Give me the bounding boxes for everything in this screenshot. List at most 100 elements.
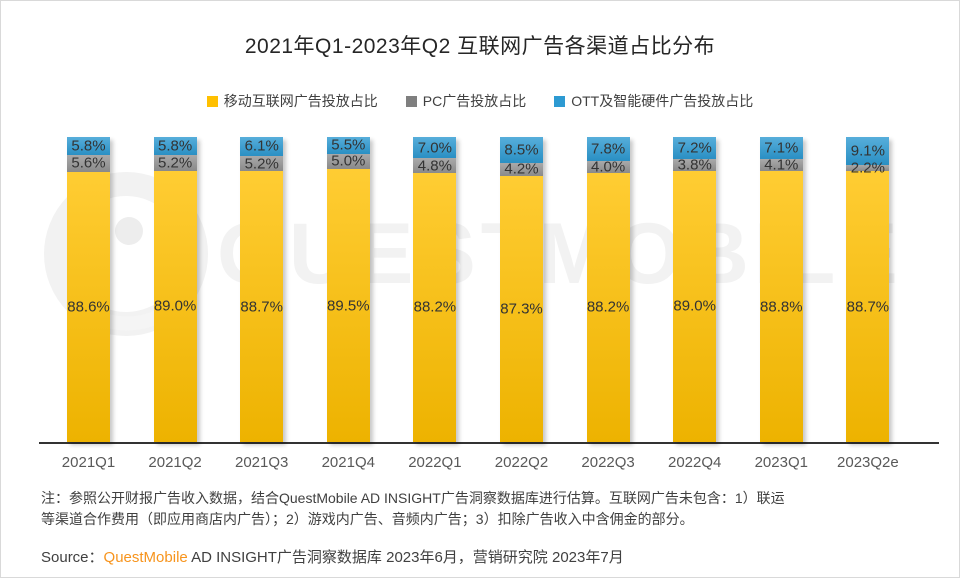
bar-value-label: 7.0% [417, 139, 452, 157]
bar-segment-2022Q1-series-1: 4.8% [413, 157, 457, 175]
bar-2022Q4: 7.2% 3.8% 89.0% [673, 137, 717, 442]
x-axis-label-2023Q1: 2023Q1 [754, 454, 808, 471]
bar-value-label: 5.5% [331, 136, 366, 154]
bar-2021Q3: 6.1% 5.2% 88.7% [240, 137, 284, 442]
bar-value-label: 4.0% [590, 158, 626, 176]
bar-segment-2022Q3-series-2: 7.8% [586, 137, 630, 161]
bar-segment-2022Q4-series-0: 89.0% [673, 170, 717, 442]
bar-segment-2021Q4-series-0: 89.5% [326, 169, 370, 442]
bar-2022Q2: 8.5% 4.2% 87.3% [500, 137, 543, 442]
bar-value-label: 89.0% [153, 297, 197, 315]
x-axis-label-2022Q1: 2022Q1 [408, 454, 462, 471]
bar-segment-2021Q1-series-2: 5.8% [67, 137, 110, 155]
x-axis-label-2021Q3: 2021Q3 [234, 454, 289, 471]
bar-segment-2023Q1-series-1: 4.1% [759, 156, 803, 174]
bar-value-label: 7.8% [590, 140, 626, 158]
footnote: 注：参照公开财报广告收入数据，结合QuestMobile AD INSIGHT广… [41, 488, 941, 530]
bar-2023Q2e: 9.1% 2.2% 88.7% [846, 137, 890, 442]
x-axis-label-2022Q3: 2022Q3 [581, 454, 635, 471]
bar-value-label: 89.0% [673, 297, 716, 315]
bar-value-label: 88.2% [413, 298, 457, 316]
x-axis-label-2021Q2: 2021Q2 [148, 454, 202, 471]
bar-2023Q1: 7.1% 4.1% 88.8% [759, 137, 803, 442]
bar-segment-2022Q3-series-1: 4.0% [586, 158, 630, 176]
bar-value-label: 7.2% [677, 139, 712, 157]
legend-swatch-ott-icon [554, 95, 566, 107]
chart-legend: 移动互联网广告投放占比 PC广告投放占比 OTT及智能硬件广告投放占比 [1, 91, 959, 111]
page-title: 2021年Q1-2023年Q2 互联网广告各渠道占比分布 [244, 35, 716, 58]
legend-item-mobile: 移动互联网广告投放占比 [206, 91, 378, 111]
bar-segment-2021Q1-series-1: 5.6% [67, 154, 110, 172]
bar-value-label: 88.7% [846, 298, 890, 316]
bar-segment-2021Q2-series-1: 5.2% [153, 154, 197, 172]
bar-value-label: 88.8% [760, 298, 803, 316]
bar-segment-2021Q3-series-2: 6.1% [240, 137, 284, 156]
bar-segment-2021Q3-series-1: 5.2% [240, 155, 284, 173]
x-axis-label-2022Q2: 2022Q2 [494, 454, 549, 471]
bar-value-label: 8.5% [504, 141, 539, 159]
bar-segment-2021Q2-series-2: 5.8% [153, 137, 197, 155]
bar-value-label: 9.1% [850, 142, 885, 160]
source-rest: AD INSIGHT广告洞察数据库 2023年6月，营销研究院 2023年7月 [187, 549, 624, 566]
bar-segment-2022Q2-series-1: 4.2% [500, 160, 543, 178]
source-line: Source：QuestMobile AD INSIGHT广告洞察数据库 202… [41, 546, 941, 567]
legend-swatch-mobile-icon [206, 95, 218, 107]
legend-swatch-pc-icon [405, 95, 417, 107]
bar-value-label: 5.8% [71, 137, 106, 155]
legend-item-ott: OTT及智能硬件广告投放占比 [554, 91, 753, 111]
bar-value-label: 3.8% [677, 156, 712, 174]
bar-value-label: 88.7% [240, 298, 283, 316]
x-axis-label-2021Q1: 2021Q1 [61, 454, 116, 471]
bar-2021Q2: 5.8% 5.2% 89.0% [153, 137, 197, 442]
legend-label: 移动互联网广告投放占比 [223, 93, 378, 109]
bar-value-label: 88.6% [67, 298, 110, 316]
x-axis-label-2021Q4: 2021Q4 [321, 454, 375, 471]
bar-value-label: 5.2% [157, 154, 193, 172]
bar-value-label: 5.8% [157, 137, 193, 155]
x-axis-line [39, 442, 939, 444]
bar-value-label: 87.3% [500, 300, 543, 318]
bar-value-label: 5.6% [71, 154, 106, 172]
bar-value-label: 89.5% [327, 297, 370, 314]
footnote-line: 等渠道合作费用（即应用商店内广告）；2）游戏内广告、音频内广告；3）扣除广告收入… [41, 511, 694, 527]
x-axis-label-2023Q2e: 2023Q2e [837, 454, 899, 471]
bar-value-label: 7.1% [764, 139, 799, 157]
bar-value-label: 4.8% [417, 157, 452, 175]
bar-2022Q3: 7.8% 4.0% 88.2% [586, 137, 630, 442]
legend-label: PC广告投放占比 [422, 93, 527, 109]
bar-segment-2022Q3-series-0: 88.2% [586, 172, 630, 442]
bar-segment-2021Q4-series-1: 5.0% [326, 152, 370, 170]
bar-segment-2023Q2e-series-2: 9.1% [846, 137, 890, 165]
bar-segment-2021Q1-series-0: 88.6% [67, 171, 110, 442]
bar-segment-2022Q4-series-1: 3.8% [673, 156, 717, 174]
bar-segment-2023Q2e-series-0: 88.7% [846, 171, 890, 442]
bar-2021Q1: 5.8% 5.6% 88.6% [67, 137, 110, 442]
bar-segment-2023Q1-series-2: 7.1% [759, 137, 803, 159]
footnote-line: 注：参照公开财报广告收入数据，结合QuestMobile AD INSIGHT广… [41, 490, 785, 506]
bar-2021Q4: 5.5% 5.0% 89.5% [326, 136, 370, 442]
bar-segment-2022Q2-series-2: 8.5% [500, 137, 543, 163]
bar-segment-2021Q2-series-0: 89.0% [153, 170, 197, 442]
bar-value-label: 4.1% [764, 156, 799, 174]
x-axis-label-2022Q4: 2022Q4 [667, 454, 722, 471]
bar-segment-2021Q3-series-0: 88.7% [240, 171, 284, 442]
source-prefix: Source： [41, 549, 104, 566]
bar-value-label: 4.2% [504, 160, 539, 178]
source-brand: QuestMobile [103, 549, 188, 566]
bar-segment-2022Q1-series-0: 88.2% [413, 172, 457, 442]
bar-value-label: 6.1% [244, 137, 279, 155]
bar-2022Q1: 7.0% 4.8% 88.2% [413, 137, 457, 442]
bar-segment-2022Q1-series-2: 7.0% [413, 137, 457, 159]
bar-value-label: 5.2% [244, 155, 279, 173]
bar-value-label: 2.2% [850, 159, 885, 177]
legend-label: OTT及智能硬件广告投放占比 [571, 93, 754, 109]
bar-segment-2022Q4-series-2: 7.2% [673, 137, 717, 159]
bar-value-label: 88.2% [586, 298, 630, 316]
legend-item-pc: PC广告投放占比 [405, 91, 527, 111]
bar-segment-2023Q2e-series-1: 2.2% [846, 160, 890, 177]
bar-segment-2023Q1-series-0: 88.8% [759, 171, 803, 442]
bar-value-label: 5.0% [331, 152, 366, 170]
bar-segment-2021Q4-series-2: 5.5% [326, 136, 370, 154]
chart-area: 5.8% 5.6% 88.6% 2021Q1 5.8% 5.2% 89.0% 2021Q2 6.… [39, 136, 939, 471]
